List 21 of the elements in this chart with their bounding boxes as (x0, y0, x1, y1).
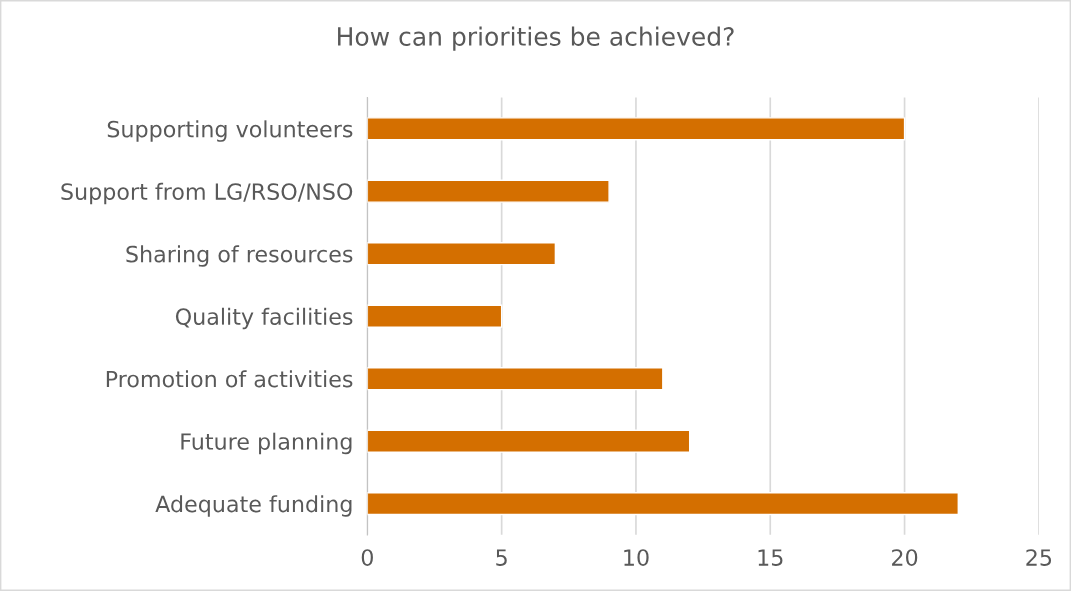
bar (367, 491, 959, 516)
x-tick-label: 15 (758, 549, 783, 566)
y-tick-label: Sharing of resources (126, 245, 353, 267)
x-tick-label: 0 (361, 549, 373, 566)
y-tick-label: Support from LG/RSO/NSO (61, 182, 353, 205)
y-tick-label: Adequate funding (155, 495, 352, 517)
x-tick-label: 10 (624, 549, 649, 566)
y-tick-label: Quality facilities (175, 307, 353, 330)
bar (367, 179, 610, 203)
y-tick-label: Supporting volunteers (107, 120, 353, 142)
chart-title: How can priorities be achieved? (338, 26, 734, 51)
y-tick-label: Promotion of activities (106, 370, 353, 388)
x-tick-label: 25 (1026, 549, 1052, 566)
x-tick-label: 5 (496, 549, 507, 566)
bar (367, 117, 906, 141)
bar (367, 304, 503, 328)
bar (367, 429, 691, 453)
y-tick-label: Future planning (181, 432, 352, 455)
bar (367, 367, 664, 391)
bar (367, 242, 557, 266)
x-tick-label: 20 (892, 549, 918, 566)
